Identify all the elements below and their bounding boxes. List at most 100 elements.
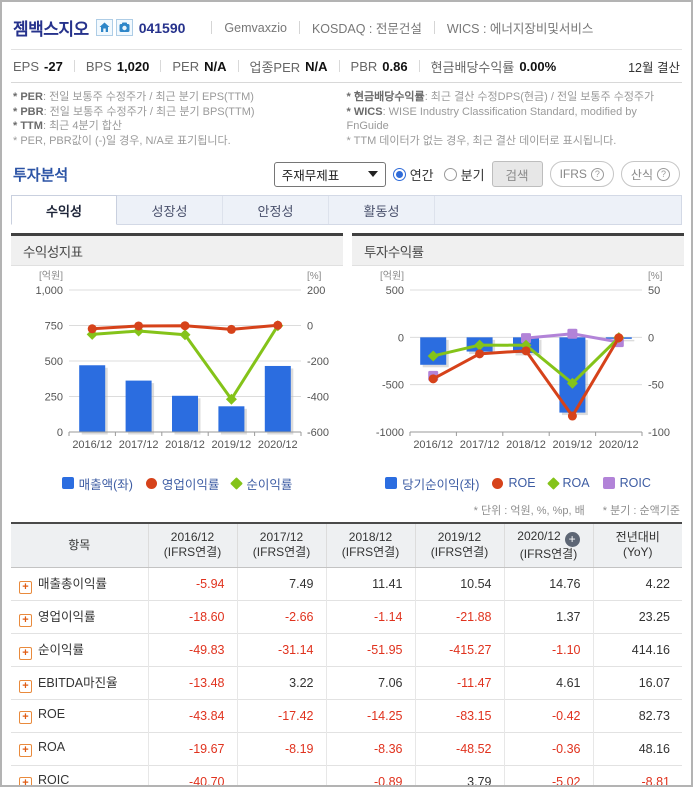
column-header-전년대비: 전년대비 (YoY) bbox=[592, 523, 682, 568]
expand-row-icon[interactable]: + bbox=[19, 614, 32, 627]
stat-value: 0.86 bbox=[382, 58, 408, 74]
cell-value: -8.36 bbox=[325, 731, 415, 765]
expand-row-icon[interactable]: + bbox=[19, 777, 32, 785]
table-row-ebitda-margin: + EBITDA마진율 -13.48 3.22 7.06 -11.47 4.61 16.07 bbox=[11, 665, 682, 699]
svg-text:-1000: -1000 bbox=[376, 427, 404, 439]
charts-row: 수익성지표 [억원] [%] 0 250 500 750 1,000 -600 -400 -200… bbox=[11, 233, 684, 495]
svg-text:0: 0 bbox=[398, 332, 404, 344]
row-label-roe: + ROE bbox=[11, 698, 148, 732]
svg-text:750: 750 bbox=[45, 321, 63, 333]
expand-row-icon[interactable]: + bbox=[19, 581, 32, 594]
legend-item-당기순이익(좌): 당기순이익(좌) bbox=[385, 474, 479, 493]
svg-text:50: 50 bbox=[648, 285, 660, 297]
search-button[interactable]: 검색 bbox=[491, 161, 543, 187]
column-year: 2020/12 + bbox=[505, 529, 593, 547]
stat-item-pbr: PBR 0.86 bbox=[351, 59, 408, 74]
legend-marker bbox=[546, 476, 560, 490]
toolbar-controls: 주재무제표 연간 분기 검색 IFRS ? 산식 ? bbox=[273, 161, 680, 187]
note-text: * PER, PBR값이 (-)일 경우, N/A로 표기됩니다. bbox=[13, 134, 231, 147]
cell-value: -14.25 bbox=[325, 698, 415, 732]
legend-item-영업이익률: 영업이익률 bbox=[145, 474, 219, 493]
divider bbox=[433, 21, 435, 34]
stats-bar: EPS -27 BPS 1,020 PER N/A 업종PER N/A PBR 0.86 현금배당수… bbox=[11, 49, 682, 83]
chart-legend-right: 당기순이익(좌) ROE ROA ROIC bbox=[352, 471, 684, 495]
cell-value: -19.67 bbox=[147, 731, 237, 765]
market-sector: KOSDAQ : 전문건설 bbox=[311, 22, 422, 36]
divider bbox=[338, 60, 340, 72]
legend-item-ROIC: ROIC bbox=[602, 476, 651, 490]
chart-panel-right: 투자수익률 [억원] [%] -1000 -500 0 500 -100 -50 0 50 2016… bbox=[352, 233, 684, 495]
note-term: * PER bbox=[13, 91, 43, 103]
home-icon[interactable] bbox=[95, 19, 113, 36]
svg-text:-50: -50 bbox=[648, 380, 664, 392]
expand-row-icon[interactable]: + bbox=[19, 744, 32, 757]
divider bbox=[237, 60, 239, 72]
legend-item-ROE: ROE bbox=[492, 476, 536, 490]
stat-label: 현금배당수익률 bbox=[430, 59, 515, 75]
svg-text:200: 200 bbox=[307, 285, 325, 297]
svg-text:2019/12: 2019/12 bbox=[553, 439, 593, 451]
cell-value: 3.79 bbox=[414, 764, 504, 785]
note-line: * TTM: 최근 4분기 합산 bbox=[13, 119, 347, 134]
chart-title-right: 투자수익률 bbox=[352, 236, 684, 266]
cell-value: -1.14 bbox=[325, 599, 415, 633]
ifrs-label: IFRS bbox=[559, 167, 587, 181]
row-label-ebitda-margin: + EBITDA마진율 bbox=[11, 665, 148, 699]
unit-note: * 단위 : 억원, %, %p, 배 bbox=[473, 505, 585, 517]
svg-text:0: 0 bbox=[307, 321, 313, 333]
svg-text:[%]: [%] bbox=[648, 271, 663, 282]
svg-text:2018/12: 2018/12 bbox=[165, 439, 205, 451]
cell-value: -5.02 bbox=[503, 764, 593, 785]
tab-stability[interactable]: 안정성 bbox=[223, 196, 329, 224]
note-line: * PER, PBR값이 (-)일 경우, N/A로 표기됩니다. bbox=[13, 134, 347, 149]
stat-value: N/A bbox=[204, 58, 227, 74]
column-year: 2017/12 bbox=[259, 530, 304, 545]
formula-help-button[interactable]: 산식 ? bbox=[620, 161, 680, 187]
stat-label: EPS bbox=[13, 58, 40, 74]
radio-annual[interactable]: 연간 bbox=[392, 165, 434, 184]
column-sub: (YoY) bbox=[622, 545, 653, 560]
expand-row-icon[interactable]: + bbox=[19, 647, 32, 660]
note-text: : 최근 결산 수정DPS(현금) / 전일 보통주 수정주가 bbox=[424, 91, 655, 103]
footnotes-right: * 현금배당수익률: 최근 결산 수정DPS(현금) / 전일 보통주 수정주가… bbox=[347, 90, 681, 148]
note-term: * 현금배당수익률 bbox=[346, 91, 425, 103]
svg-text:2020/12: 2020/12 bbox=[599, 439, 639, 451]
row-label-text: 영업이익률 bbox=[38, 610, 96, 624]
expand-row-icon[interactable]: + bbox=[19, 680, 32, 693]
tab-profitability[interactable]: 수익성 bbox=[11, 195, 117, 225]
chart-panel-left: 수익성지표 [억원] [%] 0 250 500 750 1,000 -600 -400 -200… bbox=[11, 233, 343, 495]
legend-marker bbox=[61, 477, 74, 489]
cell-value: 11.41 bbox=[325, 567, 415, 600]
company-header-icons bbox=[95, 19, 133, 36]
row-label-gross-margin: + 매출총이익률 bbox=[11, 567, 148, 600]
table-notes: * 단위 : 억원, %, %p, 배 * 분기 : 순액기준 bbox=[13, 502, 680, 518]
cell-value: 7.49 bbox=[236, 567, 326, 600]
stat-label: BPS bbox=[85, 58, 112, 74]
statement-type-select[interactable]: 주재무제표 bbox=[273, 161, 386, 187]
stat-value: 0.00% bbox=[519, 58, 557, 74]
radio-annual-button[interactable] bbox=[392, 167, 406, 181]
legend-item-ROA: ROA bbox=[546, 476, 590, 490]
ifrs-help-button[interactable]: IFRS ? bbox=[549, 161, 614, 187]
tab-growth[interactable]: 성장성 bbox=[117, 196, 223, 224]
radio-quarter[interactable]: 분기 bbox=[443, 165, 485, 184]
cell-value: 48.16 bbox=[592, 731, 682, 765]
cell-value: -11.47 bbox=[414, 665, 504, 699]
legend-marker bbox=[602, 477, 615, 489]
expand-row-icon[interactable]: + bbox=[19, 711, 32, 724]
cell-value: -0.42 bbox=[503, 698, 593, 732]
cell-value: 23.25 bbox=[592, 599, 682, 633]
svg-text:[%]: [%] bbox=[307, 271, 322, 282]
row-label-text: ROE bbox=[38, 707, 66, 721]
period-radio-group: 연간 분기 bbox=[392, 165, 485, 184]
cell-value: 3.22 bbox=[236, 665, 326, 699]
quarter-note: * 분기 : 순액기준 bbox=[602, 505, 680, 517]
company-name: 젬백스지오 bbox=[13, 20, 89, 39]
table-row-roe: + ROE -43.84 -17.42 -14.25 -83.15 -0.42 82.73 bbox=[11, 698, 682, 732]
snapshot-icon[interactable] bbox=[115, 19, 133, 36]
tab-activity[interactable]: 활동성 bbox=[329, 196, 435, 224]
radio-quarter-button[interactable] bbox=[443, 167, 457, 181]
row-label-text: ROIC bbox=[38, 773, 70, 787]
expand-columns-icon[interactable]: + bbox=[564, 531, 580, 547]
